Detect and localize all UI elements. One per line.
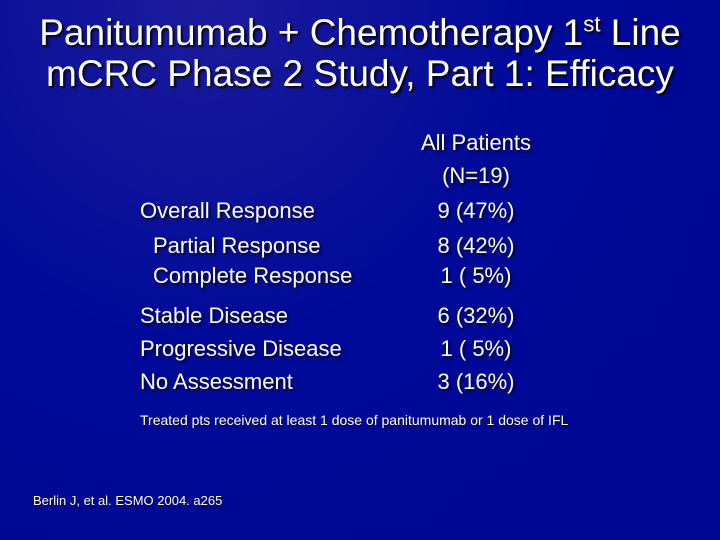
row-value-complete-response: 1 ( 5%) [440,263,512,288]
table-row: Stable Disease 6 (32%) [140,304,532,328]
slide-title-line1: Panitumumab + Chemotherapy 1st Line [0,12,720,53]
table-header-row-n: (N=19) [140,164,532,188]
table-row: No Assessment 3 (16%) [140,370,532,394]
title-line1-post: Line [600,12,681,53]
row-value-partial-response: 8 (42%) [437,233,515,258]
efficacy-table: All Patients (N=19) Overall Response 9 (… [140,131,532,394]
table-row: Partial Response 8 (42%) [140,234,532,258]
row-value-progressive-disease: 1 ( 5%) [440,336,512,361]
row-label-no-assessment: No Assessment [140,369,293,394]
row-label-partial-response: Partial Response [153,233,321,258]
column-header-n: (N=19) [442,163,510,188]
title-ordinal-superscript: st [583,11,601,37]
row-label-complete-response: Complete Response [153,263,353,288]
row-label-overall-response: Overall Response [140,198,315,223]
table-row: Complete Response 1 ( 5%) [140,264,532,288]
citation: Berlin J, et al. ESMO 2004. a265 [33,493,223,508]
row-label-progressive-disease: Progressive Disease [140,336,342,361]
footnote: Treated pts received at least 1 dose of … [140,412,569,428]
row-value-no-assessment: 3 (16%) [437,369,515,394]
table-row: Progressive Disease 1 ( 5%) [140,337,532,361]
table-header-row: All Patients [140,131,532,155]
column-header-all-patients: All Patients [420,130,532,155]
row-value-stable-disease: 6 (32%) [437,303,515,328]
table-row: Overall Response 9 (47%) [140,199,532,223]
slide-title: Panitumumab + Chemotherapy 1st Line mCRC… [0,12,720,94]
title-line1-pre: Panitumumab + Chemotherapy 1 [39,12,584,53]
row-value-overall-response: 9 (47%) [437,198,515,223]
row-label-stable-disease: Stable Disease [140,303,288,328]
slide-title-line2: mCRC Phase 2 Study, Part 1: Efficacy [46,53,674,94]
